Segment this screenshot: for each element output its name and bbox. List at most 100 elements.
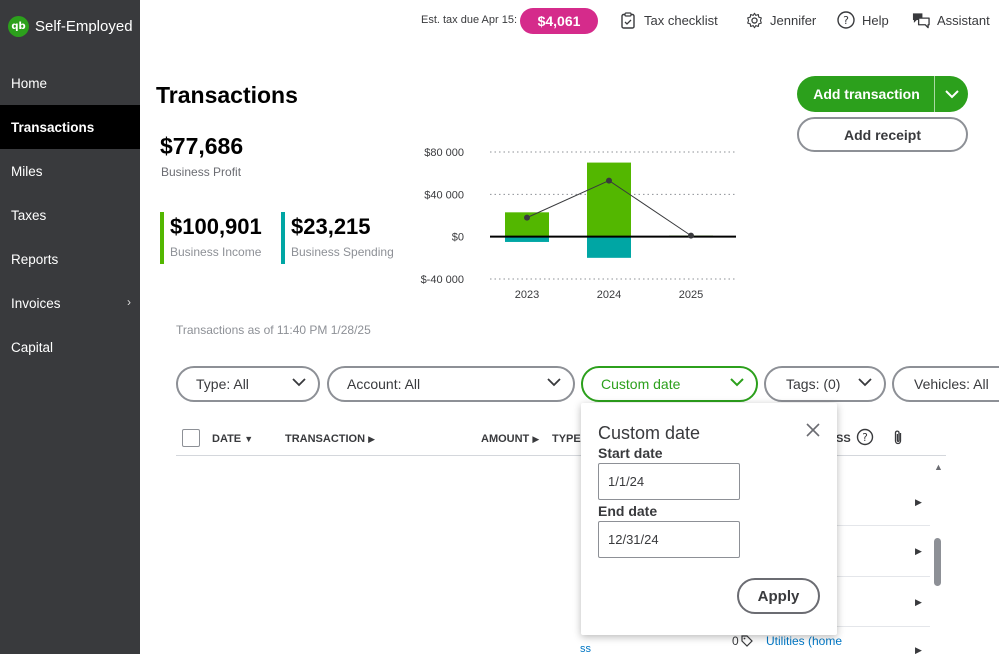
date-filter[interactable]: Custom date xyxy=(581,366,758,402)
sidebar-item-label: Miles xyxy=(11,163,43,179)
popup-title: Custom date xyxy=(598,423,701,443)
receipt-count-cell: 0 xyxy=(732,634,753,648)
user-menu[interactable]: Jennifer xyxy=(745,11,816,29)
sort-right-icon: ▶ xyxy=(368,434,376,444)
receipt-count: 0 xyxy=(732,634,739,648)
profit-point xyxy=(688,232,694,239)
assistant-link[interactable]: Assistant xyxy=(912,11,990,29)
est-tax-badge[interactable]: $4,061 xyxy=(520,8,598,34)
y-tick-label: $0 xyxy=(452,232,464,244)
x-tick-label: 2023 xyxy=(515,289,539,301)
y-tick-label: $40 000 xyxy=(424,189,464,201)
scroll-up-icon[interactable]: ▲ xyxy=(934,462,943,472)
help-link[interactable]: ? Help xyxy=(837,11,889,29)
help-icon[interactable]: ? xyxy=(856,428,874,451)
help-label: Help xyxy=(862,12,889,28)
sidebar-item-label: Home xyxy=(11,75,48,91)
sidebar-item-label: Transactions xyxy=(11,119,95,135)
chart-bar xyxy=(587,162,631,237)
date-column-header[interactable]: DATE ▼ xyxy=(212,433,253,445)
row-divider xyxy=(760,626,930,627)
custom-date-popup: Custom date Start date End date Apply xyxy=(581,403,837,635)
sidebar-item-label: Capital xyxy=(11,339,54,355)
row-expand-icon[interactable]: ▶ xyxy=(915,597,922,607)
scroll-thumb[interactable] xyxy=(934,538,941,586)
close-icon[interactable] xyxy=(805,422,821,438)
table-scrollbar[interactable]: ▲ xyxy=(932,458,944,654)
clipboard-icon xyxy=(619,11,637,29)
apply-button[interactable]: Apply xyxy=(737,578,820,614)
vehicles-filter-label: Vehicles: All xyxy=(914,376,989,392)
type-column-header[interactable]: TYPE xyxy=(552,433,581,445)
end-date-input[interactable] xyxy=(598,521,740,558)
start-date-input[interactable] xyxy=(598,463,740,500)
help-icon: ? xyxy=(837,11,855,29)
tax-checklist-link[interactable]: Tax checklist xyxy=(619,11,718,29)
transactions-as-of: Transactions as of 11:40 PM 1/28/25 xyxy=(176,323,371,337)
business-spending-value: $23,215 xyxy=(291,214,371,239)
amount-column-header[interactable]: AMOUNT ▶ xyxy=(481,433,539,445)
svg-text:?: ? xyxy=(862,432,868,444)
sidebar-item-home[interactable]: Home xyxy=(0,61,140,105)
business-spending-metric: $23,215 Business Spending xyxy=(281,212,394,264)
row-link-fragment[interactable]: ss xyxy=(580,643,591,654)
chevron-down-icon xyxy=(944,89,959,98)
end-date-label: End date xyxy=(598,503,658,519)
svg-text:?: ? xyxy=(843,14,849,27)
y-tick-label: $80 000 xyxy=(424,147,464,159)
sidebar-item-label: Reports xyxy=(11,251,59,267)
account-filter[interactable]: Account: All xyxy=(327,366,575,402)
est-tax-label: Est. tax due Apr 15: xyxy=(421,14,518,26)
sidebar-item-miles[interactable]: Miles xyxy=(0,149,140,193)
attachment-icon xyxy=(892,429,904,451)
business-income-label: Business Income xyxy=(170,245,262,259)
x-tick-label: 2025 xyxy=(679,289,703,301)
vehicles-filter[interactable]: Vehicles: All xyxy=(892,366,999,402)
profit-chart: $80 000 $40 000 $0 $-40 000 2023 2024 2025 xyxy=(421,147,736,301)
business-income-value: $100,901 xyxy=(170,214,262,239)
brand[interactable]: qb Self-Employed xyxy=(0,0,140,52)
type-filter-label: Type: All xyxy=(196,376,249,392)
sort-right-icon: ▶ xyxy=(532,434,540,444)
sidebar-item-label: Taxes xyxy=(11,207,47,223)
type-header-label: TYPE xyxy=(552,433,581,445)
table-header: DATE ▼ TRANSACTION ▶ AMOUNT ▶ TYPE SS ? xyxy=(176,422,946,456)
sidebar-item-reports[interactable]: Reports xyxy=(0,237,140,281)
y-tick-label: $-40 000 xyxy=(421,274,464,286)
sidebar-item-capital[interactable]: Capital xyxy=(0,325,140,369)
business-profit-label: Business Profit xyxy=(161,165,242,179)
chevron-down-icon xyxy=(730,378,744,387)
sidebar: qb Self-Employed Home Transactions Miles… xyxy=(0,0,140,654)
tags-filter[interactable]: Tags: (0) xyxy=(764,366,886,402)
row-divider xyxy=(760,525,930,526)
chevron-down-icon xyxy=(292,378,306,387)
add-transaction-dropdown-button[interactable] xyxy=(934,76,968,112)
business-income-metric: $100,901 Business Income xyxy=(160,212,262,264)
account-filter-label: Account: All xyxy=(347,376,421,392)
sidebar-item-taxes[interactable]: Taxes xyxy=(0,193,140,237)
row-expand-icon[interactable]: ▶ xyxy=(915,497,922,507)
sidebar-item-label: Invoices xyxy=(11,295,61,311)
sidebar-item-transactions[interactable]: Transactions xyxy=(0,105,140,149)
add-receipt-button[interactable]: Add receipt xyxy=(797,117,968,152)
row-expand-icon[interactable]: ▶ xyxy=(915,645,922,654)
chat-bubbles-icon xyxy=(912,11,930,29)
profit-point xyxy=(524,214,530,221)
sidebar-item-invoices[interactable]: Invoices › xyxy=(0,281,140,325)
category-link[interactable]: Utilities (home xyxy=(766,634,843,648)
add-transaction-button[interactable]: Add transaction xyxy=(813,86,920,102)
row-expand-icon[interactable]: ▶ xyxy=(915,546,922,556)
chevron-down-icon xyxy=(547,378,561,387)
select-all-checkbox[interactable] xyxy=(182,429,200,447)
tags-filter-label: Tags: (0) xyxy=(786,376,841,392)
add-transaction-split-button: Add transaction xyxy=(797,76,968,112)
chevron-right-icon: › xyxy=(127,295,131,309)
sidebar-nav: Home Transactions Miles Taxes Reports In… xyxy=(0,61,140,369)
page-title: Transactions xyxy=(156,82,298,108)
x-tick-label: 2024 xyxy=(597,289,621,301)
brand-name: Self-Employed xyxy=(35,17,133,35)
transaction-column-header[interactable]: TRANSACTION ▶ xyxy=(285,433,375,445)
user-name: Jennifer xyxy=(770,12,817,28)
type-filter[interactable]: Type: All xyxy=(176,366,320,402)
amount-header-label: AMOUNT xyxy=(481,433,530,445)
